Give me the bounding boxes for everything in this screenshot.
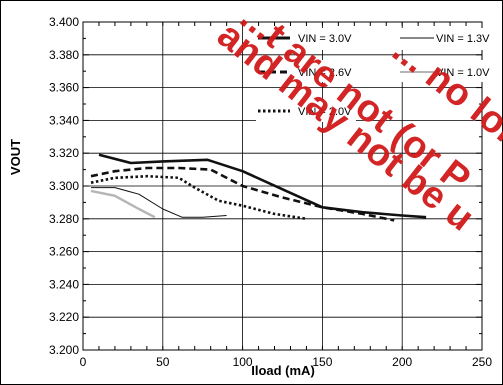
legend-bg-1 — [256, 28, 356, 50]
legend-label-vin-2-0: VIN = 2.0V — [298, 106, 352, 118]
series-line-vin-1-0v — [90, 189, 156, 219]
y-tick-label: 3.240 — [49, 277, 79, 291]
legend-label-vin-3-0: VIN = 3.0V — [298, 33, 352, 45]
y-tick-label: 3.320 — [49, 146, 79, 160]
legend: VIN = 3.0V VIN = 2.6V VIN = 2.0V VIN = 1… — [256, 28, 490, 122]
y-tick-label: 3.300 — [49, 179, 79, 193]
plot-area-border — [82, 21, 483, 351]
legend-bg-5 — [398, 60, 484, 82]
series-line-vin-2-0v — [90, 174, 307, 221]
y-tick-label: 3.280 — [49, 212, 79, 226]
y-tick-label: 3.360 — [49, 81, 79, 95]
legend-label-vin-1-3: VIN = 1.3V — [436, 33, 490, 45]
legend-bg-3 — [256, 100, 356, 122]
x-tick-label: 100 — [233, 355, 253, 369]
y-tick-label: 3.220 — [49, 310, 79, 324]
y-tick-label: 3.380 — [49, 48, 79, 62]
x-tick-label: 0 — [80, 355, 87, 369]
series-line-vin-1-3v — [91, 187, 227, 218]
y-tick-label: 3.200 — [49, 343, 79, 357]
y-tick-label: 3.260 — [49, 245, 79, 259]
legend-bg-2 — [256, 60, 356, 82]
x-tick-label: 250 — [472, 355, 492, 369]
y-tick-label: 3.340 — [49, 113, 79, 127]
y-tick-label: 3.400 — [49, 15, 79, 29]
x-tick-label: 200 — [392, 355, 412, 369]
series-lines — [90, 153, 427, 222]
y-tick-labels: 3.200 3.220 3.240 3.260 3.280 3.300 3.320 3.340… — [49, 15, 79, 357]
x-tick-label: 150 — [312, 355, 332, 369]
series-line-vin-3-0v — [98, 153, 427, 219]
x-tick-label: 50 — [156, 355, 170, 369]
legend-label-vin-2-6: VIN = 2.6V — [298, 67, 352, 79]
legend-bg-4 — [398, 28, 484, 50]
series-line-vin-2-6v — [90, 166, 395, 222]
x-tick-labels: 0 50 100 150 200 250 — [80, 355, 493, 369]
x-axis-label: Iload (mA) — [251, 363, 315, 378]
legend-label-vin-1-0: VIN = 1.0V — [436, 67, 490, 79]
y-axis-label: VOUT — [8, 139, 23, 175]
